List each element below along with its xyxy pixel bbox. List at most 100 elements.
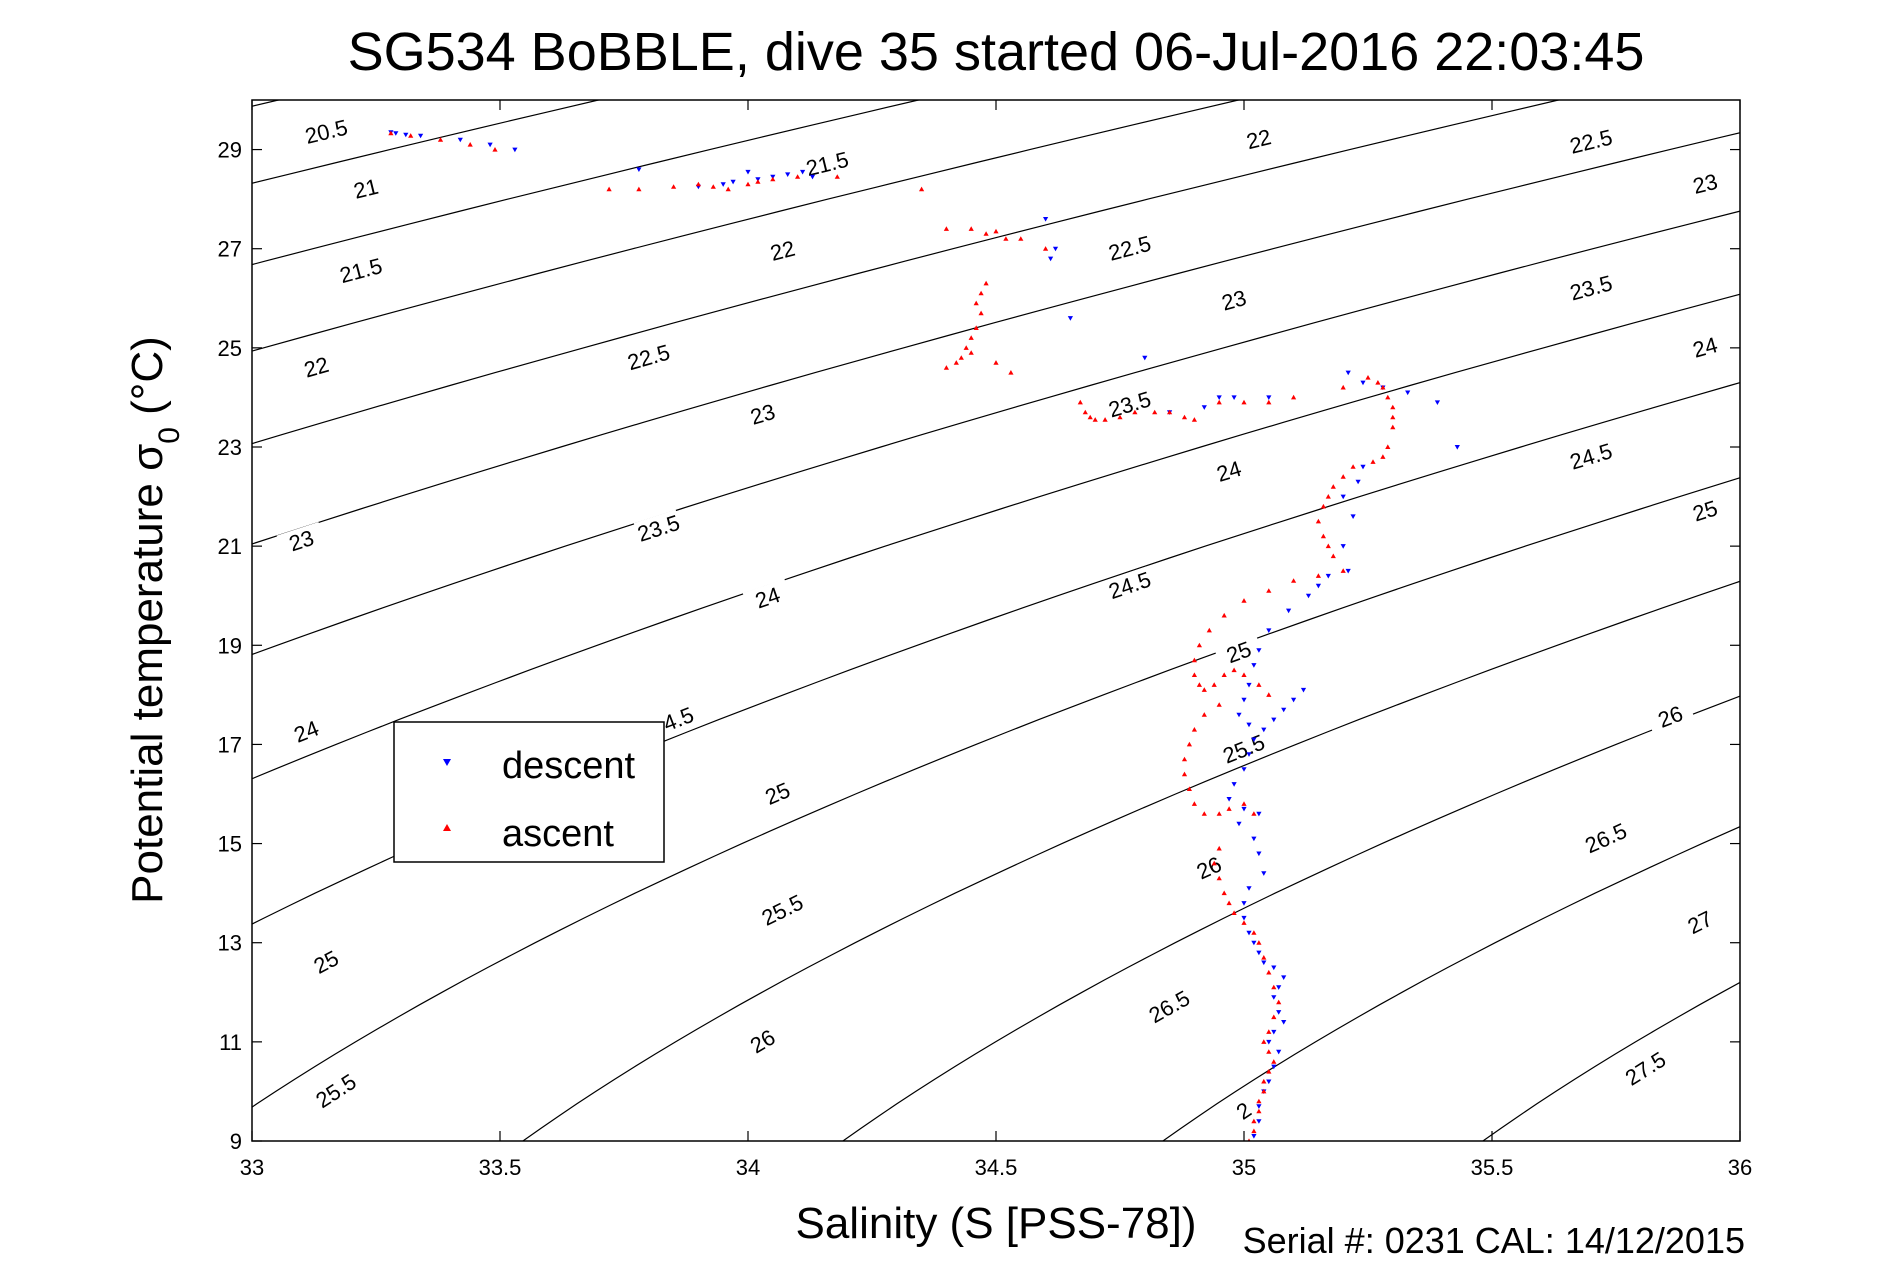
ascent-point	[755, 179, 761, 184]
descent-point	[1251, 1134, 1257, 1139]
ascent-point	[1226, 806, 1232, 811]
legend-descent-label: descent	[502, 745, 636, 787]
x-tick-label: 34.5	[975, 1155, 1018, 1180]
contour-label-background	[633, 509, 684, 547]
contour-label-background	[1680, 492, 1730, 529]
ascent-point	[1241, 399, 1247, 405]
ascent-point	[1251, 1128, 1257, 1134]
ascent-point	[1271, 984, 1277, 990]
descent-point	[1231, 395, 1237, 400]
y-tick-label: 23	[218, 435, 242, 460]
contour-label-background	[738, 396, 788, 432]
ascent-point	[1211, 682, 1217, 687]
descent-point	[1251, 737, 1257, 743]
ascent-point	[1350, 464, 1356, 469]
ascent-point	[1320, 503, 1326, 509]
ascent-point	[1251, 811, 1257, 816]
ascent-point	[1390, 424, 1396, 430]
ascent-point	[973, 300, 979, 306]
ascent-point	[993, 228, 999, 234]
contour-label-background	[1218, 729, 1269, 768]
ascent-point	[1266, 1049, 1272, 1054]
ascent-point	[834, 174, 840, 179]
ascent-point	[1365, 375, 1371, 380]
ascent-point	[1325, 543, 1331, 549]
ascent-point	[968, 226, 974, 231]
descent-point	[1281, 707, 1287, 713]
contour-label-background	[752, 773, 803, 813]
ascent-point	[695, 181, 701, 187]
descent-point	[1360, 464, 1366, 470]
legend-descent-marker	[443, 759, 451, 766]
ascent-point	[1261, 1088, 1267, 1094]
contour-label-text: 22	[1244, 124, 1274, 154]
ascent-point	[1241, 672, 1247, 677]
contour-label: 2	[1218, 1088, 1269, 1133]
descent-point	[1246, 752, 1252, 757]
descent-point	[1142, 355, 1148, 361]
descent-point	[1266, 628, 1272, 633]
density-contour-line	[841, 695, 1740, 1141]
contour-label: 23	[1209, 282, 1259, 318]
y-tick-label: 29	[218, 138, 242, 163]
density-contour-line	[521, 580, 1740, 1141]
contour-label-background	[1105, 230, 1154, 265]
ascent-point	[1276, 999, 1282, 1005]
ascent-point	[983, 231, 989, 236]
x-tick-label: 34	[736, 1155, 760, 1180]
x-tick-label: 33	[240, 1155, 264, 1180]
contour-label-background	[1234, 121, 1283, 156]
contour-label-background	[1566, 438, 1616, 474]
ascent-point	[1211, 860, 1217, 866]
ascent-point	[1266, 399, 1272, 405]
descent-point	[1340, 494, 1346, 500]
contour-label-background	[1580, 817, 1631, 858]
contour-label-background	[1674, 901, 1725, 943]
descent-point	[1305, 593, 1312, 599]
descent-point	[1405, 390, 1411, 396]
descent-point	[1291, 697, 1297, 703]
descent-point	[393, 131, 399, 136]
ascent-point	[636, 186, 642, 192]
ascent-point	[388, 130, 394, 136]
contour-label-background	[802, 146, 852, 181]
ascent-point	[437, 137, 444, 142]
ascent-point	[1251, 930, 1257, 935]
contour-label-background	[301, 114, 351, 148]
ascent-point	[1271, 1014, 1277, 1020]
descent-point	[1266, 1079, 1272, 1085]
ascent-point	[1216, 811, 1222, 816]
descent-point	[1201, 405, 1207, 410]
contour-label-background	[1183, 847, 1234, 888]
ascent-point	[919, 186, 925, 192]
ascent-point	[1221, 672, 1227, 677]
contour-label-background	[1566, 124, 1616, 158]
descent-point	[1325, 573, 1331, 579]
ascent-point	[978, 290, 984, 296]
ascent-point	[1241, 920, 1247, 925]
ascent-point	[1216, 399, 1222, 405]
ascent-point	[467, 142, 473, 147]
descent-point	[457, 137, 463, 143]
ascent-point	[1132, 409, 1138, 415]
descent-point	[1360, 380, 1366, 386]
ascent-point	[1385, 444, 1391, 449]
ascent-point	[968, 335, 974, 340]
descent-point	[1246, 930, 1252, 936]
density-contour-line	[1161, 826, 1740, 1141]
ascent-point	[710, 184, 716, 189]
density-contour-line	[252, 210, 1740, 656]
x-tick-label: 33.5	[479, 1155, 522, 1180]
descent-point	[1241, 806, 1247, 812]
ascent-point	[1266, 1069, 1272, 1074]
ascent-point	[1231, 667, 1237, 673]
serial-cal-footer: Serial #: 0231 CAL: 14/12/2015	[1243, 1220, 1745, 1261]
descent-point	[1454, 445, 1460, 450]
ascent-point	[1266, 969, 1272, 975]
ascent-point	[1380, 454, 1386, 459]
ascent-point	[1191, 417, 1197, 422]
ascent-point	[1390, 414, 1396, 420]
y-tick-label: 21	[218, 534, 242, 559]
ascent-point	[1256, 1108, 1262, 1114]
contour-label-background	[1144, 985, 1195, 1028]
